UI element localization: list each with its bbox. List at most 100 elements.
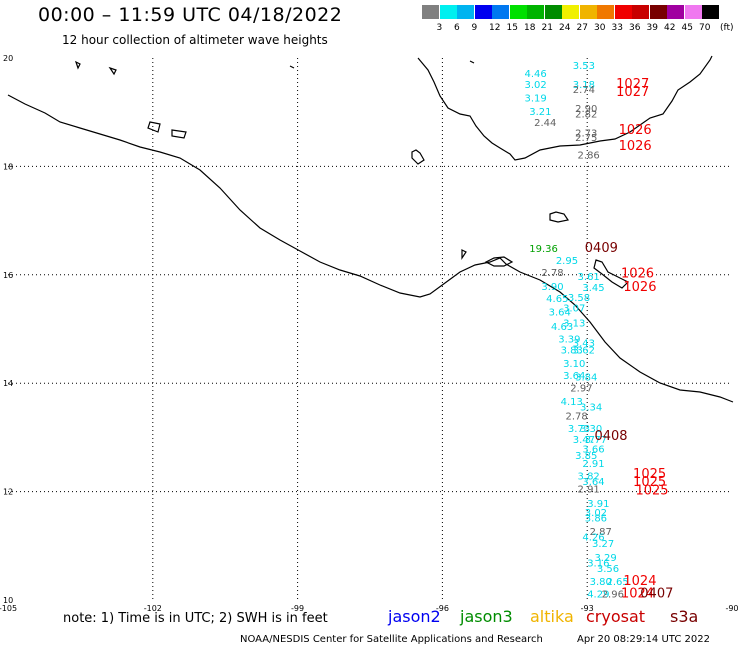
wave-height-label: 3.47: [573, 435, 595, 446]
wave-height-label: 3.34: [580, 402, 602, 413]
legend-tick-label: 24: [559, 23, 571, 33]
wave-height-label: 4.65: [546, 294, 568, 305]
satellite-altika: altika: [530, 607, 574, 626]
satellite-s3a: s3a: [670, 607, 699, 626]
wave-height-label: 3.45: [582, 283, 604, 294]
legend-unit: (ft): [720, 23, 734, 33]
legend-tick-label: 36: [629, 23, 641, 33]
legend-tick-label: 45: [681, 23, 693, 33]
legend-swatch: [509, 5, 527, 19]
wave-height-label: 3.84: [575, 372, 597, 383]
latitude-tick-label: 10: [3, 596, 13, 605]
latitude-tick-label: 18: [3, 162, 13, 171]
legend-tick-label: 18: [524, 23, 536, 33]
legend-swatch: [667, 5, 684, 19]
wave-height-label: 2.90: [575, 104, 597, 115]
pass-time-label: 1025: [633, 475, 666, 490]
wave-height-label: 3.16: [587, 558, 609, 569]
pass-time-label: 1027: [616, 77, 649, 92]
pass-time-label: 1026: [619, 123, 652, 138]
legend-swatch: [579, 5, 597, 19]
wave-height-label: 3.39: [558, 335, 580, 346]
wave-height-label: 2.87: [590, 527, 612, 538]
legend-swatch: [527, 5, 544, 19]
wave-height-label: 4.46: [524, 69, 546, 80]
wave-height-label: 3.43: [573, 338, 595, 349]
wave-height-label: 3.07: [563, 304, 585, 315]
wave-height-label: 2.74: [573, 85, 595, 96]
wave-height-label: 3.85: [575, 451, 597, 462]
wave-height-label: 2.78: [541, 268, 563, 279]
wave-height-label: 2.91: [582, 459, 604, 470]
pass-time-label: 0408: [594, 429, 627, 444]
wave-height-label: 2.86: [578, 150, 600, 161]
legend-tick-label: 6: [454, 23, 460, 33]
legend-tick-label: 21: [541, 23, 553, 33]
wave-height-label: 3.18: [573, 80, 595, 91]
wave-height-label: 2.91: [578, 485, 600, 496]
generated-timestamp: Apr 20 08:29:14 UTC 2022: [577, 634, 710, 645]
legend-swatch: [439, 5, 457, 19]
wave-height-label: 3.64: [563, 371, 585, 382]
wave-height-label: 2.75: [575, 133, 597, 144]
legend-swatch: [649, 5, 667, 19]
longitude-tick-label: -99: [291, 604, 304, 613]
map-title: 00:00 – 11:59 UTC 04/18/2022: [38, 4, 343, 26]
wave-height-label: 3.91: [587, 499, 609, 510]
legend-tick-label: 33: [611, 23, 623, 33]
wave-height-label: 3.02: [524, 80, 546, 91]
legend-swatch: [562, 5, 579, 19]
legend-swatch: [614, 5, 632, 19]
wave-height-label: 2.73: [575, 129, 597, 140]
islands: [74, 60, 630, 289]
longitude-tick-label: -93: [581, 604, 594, 613]
pass-time-label: 1025: [633, 467, 666, 482]
legend-tick-label: 3: [436, 23, 443, 33]
wave-height-label: 3.77: [585, 435, 607, 446]
legend-tick-label: 15: [506, 23, 518, 33]
pass-time-label: 0409: [585, 241, 618, 256]
wave-height-label: 2.65: [607, 577, 629, 588]
wave-height-label: 4.13: [561, 397, 583, 408]
wave-height-label: 3.83: [561, 345, 583, 356]
wave-height-label: 3.62: [573, 345, 595, 356]
pass-time-label: 1024: [623, 574, 656, 589]
pass-time-label: 1027: [616, 85, 649, 100]
wave-height-label: 2.78: [565, 412, 587, 423]
longitude-tick-label: -105: [0, 604, 17, 613]
legend-swatch: [597, 5, 614, 19]
wave-height-label: 3.66: [582, 445, 604, 456]
wave-height-label: 3.53: [573, 61, 595, 72]
coastline-yucatan: [417, 55, 713, 161]
wave-height-label: 3.29: [594, 553, 616, 564]
map-subtitle: 12 hour collection of altimeter wave hei…: [62, 33, 328, 47]
legend-swatch: [544, 5, 562, 19]
footer-note: note: 1) Time is in UTC; 2) SWH is in fe…: [63, 611, 328, 626]
latitude-tick-label: 12: [3, 488, 13, 497]
legend-swatch: [632, 5, 649, 19]
wave-height-label: 3.02: [585, 508, 607, 519]
wave-height-label: 4.26: [582, 532, 604, 543]
satellite-cryosat: cryosat: [586, 607, 646, 626]
wave-height-label: 2.95: [556, 256, 578, 267]
wave-height-label: 3.73: [568, 424, 590, 435]
wave-height-label: 3.80: [590, 577, 612, 588]
wave-height-label: 19.36: [529, 244, 558, 255]
pass-time-label: 1026: [623, 280, 656, 295]
wave-height-label: 3.64: [549, 307, 571, 318]
wave-height-label: 3.19: [524, 93, 546, 104]
latitude-tick-label: 14: [3, 379, 13, 388]
legend-swatch: [474, 5, 492, 19]
satellite-jason3: jason3: [460, 607, 513, 626]
wave-height-label: 3.56: [597, 564, 619, 575]
wave-height-label: 3.82: [578, 472, 600, 483]
legend-swatch: [457, 5, 474, 19]
wave-height-label: 3.64: [582, 477, 604, 488]
wave-height-label: 3.10: [563, 359, 585, 370]
coastline-mainland: [7, 94, 734, 403]
credit-line: NOAA/NESDIS Center for Satellite Applica…: [240, 634, 543, 645]
legend-tick-label: 9: [471, 23, 478, 33]
pass-time-label: 1024: [621, 586, 654, 601]
latitude-tick-label: 20: [3, 54, 13, 63]
